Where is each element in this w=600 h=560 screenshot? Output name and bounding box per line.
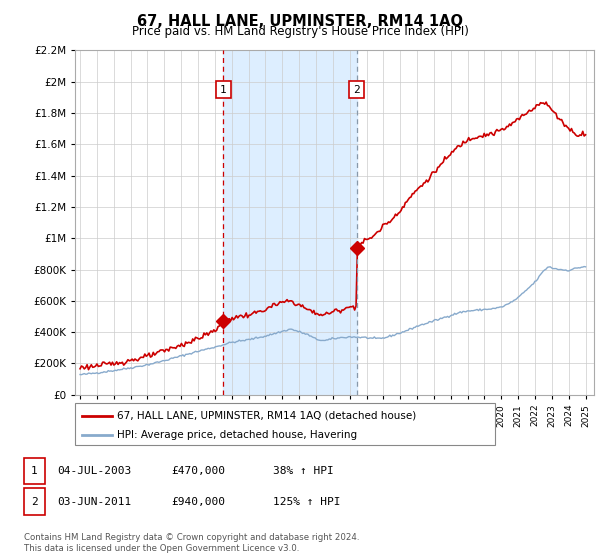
Bar: [223, 50, 357, 395]
Text: 1: 1: [220, 85, 227, 95]
Text: 67, HALL LANE, UPMINSTER, RM14 1AQ: 67, HALL LANE, UPMINSTER, RM14 1AQ: [137, 14, 463, 29]
Text: 38% ↑ HPI: 38% ↑ HPI: [273, 466, 334, 476]
Text: 125% ↑ HPI: 125% ↑ HPI: [273, 497, 341, 507]
Text: 2: 2: [353, 85, 360, 95]
Text: Contains HM Land Registry data © Crown copyright and database right 2024.: Contains HM Land Registry data © Crown c…: [24, 533, 359, 542]
Text: 67, HALL LANE, UPMINSTER, RM14 1AQ (detached house): 67, HALL LANE, UPMINSTER, RM14 1AQ (deta…: [117, 411, 416, 421]
Text: HPI: Average price, detached house, Havering: HPI: Average price, detached house, Have…: [117, 430, 357, 440]
Text: £940,000: £940,000: [171, 497, 225, 507]
Text: 04-JUL-2003: 04-JUL-2003: [57, 466, 131, 476]
Text: £470,000: £470,000: [171, 466, 225, 476]
Text: This data is licensed under the Open Government Licence v3.0.: This data is licensed under the Open Gov…: [24, 544, 299, 553]
Text: 2: 2: [31, 497, 38, 507]
Text: Price paid vs. HM Land Registry's House Price Index (HPI): Price paid vs. HM Land Registry's House …: [131, 25, 469, 38]
Text: 1: 1: [31, 466, 38, 476]
Text: 03-JUN-2011: 03-JUN-2011: [57, 497, 131, 507]
